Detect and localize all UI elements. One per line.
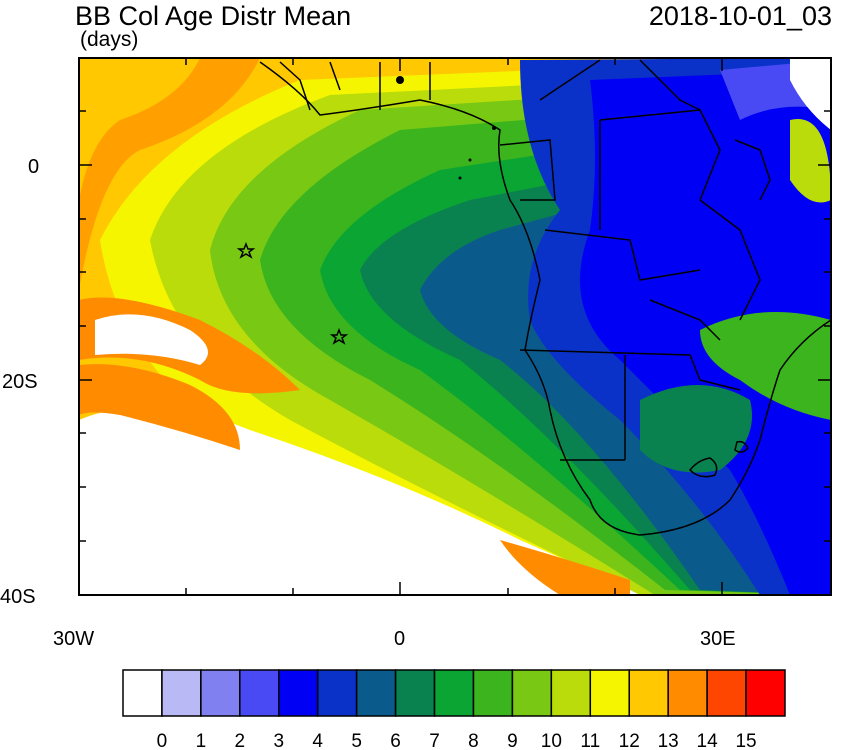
colorbar-swatch xyxy=(589,669,630,717)
coastlines xyxy=(259,59,831,536)
site-markers xyxy=(236,241,349,345)
field-band-13-inner xyxy=(79,58,200,200)
x-tick-label-0: 30W xyxy=(53,628,94,650)
colorbar-label: 3 xyxy=(273,731,284,750)
colorbar-swatch xyxy=(628,669,669,717)
colorbar-label: 2 xyxy=(235,731,246,750)
field-white-sw xyxy=(79,407,640,595)
colorbar-swatch xyxy=(200,669,241,717)
colorbar-label: 9 xyxy=(507,731,518,750)
field-patch-south xyxy=(640,385,752,473)
colorbar-swatch xyxy=(433,669,475,717)
star-marker-1 xyxy=(236,241,256,259)
star-marker-2 xyxy=(329,327,349,345)
date-label: 2018-10-01_03 xyxy=(648,1,832,31)
colorbar-swatch xyxy=(278,669,319,717)
colorbar-swatch xyxy=(550,669,592,717)
y-tick-label-1: 20S xyxy=(2,371,38,393)
colorbar-label: 15 xyxy=(735,731,756,750)
colorbar-label: 11 xyxy=(580,731,600,750)
colorbar: 0 1 2 3 4 5 6 7 8 9 10 11 12 13 14 15 xyxy=(122,669,786,750)
colorbar-swatch xyxy=(239,669,280,717)
field-white-patch xyxy=(95,314,208,365)
colorbar-label: 0 xyxy=(157,731,168,750)
x-tick-label-1: 0 xyxy=(394,628,405,650)
colorbar-swatch xyxy=(667,669,708,717)
field-orange-south xyxy=(500,540,630,595)
colorbar-label: 10 xyxy=(541,731,562,750)
colorbar-swatch xyxy=(472,669,514,717)
colorbar-swatch xyxy=(511,669,553,717)
field-orange-patch-2 xyxy=(79,364,240,450)
colorbar-swatch xyxy=(316,669,358,717)
map-title: BB Col Age Distr Mean xyxy=(75,1,352,31)
field-patch-east xyxy=(700,312,831,420)
colorbar-swatch xyxy=(394,669,436,717)
colorbar-label: 1 xyxy=(196,731,207,750)
units-label: (days) xyxy=(80,28,139,51)
x-tick-label-2: 30E xyxy=(700,628,736,650)
field-white-ne xyxy=(790,58,831,130)
colorbar-label: 6 xyxy=(390,731,401,750)
islands xyxy=(396,76,496,180)
colorbar-swatch xyxy=(161,669,202,717)
colorbar-label: 5 xyxy=(351,731,362,750)
y-tick-label-2: 40S xyxy=(0,586,36,608)
y-tick-label-0: 0 xyxy=(28,156,39,178)
field-patch-ne xyxy=(790,119,831,203)
colorbar-swatch xyxy=(745,669,786,717)
age-field xyxy=(79,58,831,595)
colorbar-label: 7 xyxy=(429,731,440,750)
colorbar-label: 14 xyxy=(697,731,719,750)
colorbar-swatch xyxy=(355,669,397,717)
colorbar-label: 4 xyxy=(312,731,323,750)
colorbar-label: 8 xyxy=(468,731,479,750)
colorbar-swatch xyxy=(706,669,747,717)
colorbar-swatch xyxy=(122,669,163,717)
tick-marks xyxy=(79,58,831,595)
colorbar-label: 13 xyxy=(658,731,679,750)
colorbar-label: 12 xyxy=(619,731,640,750)
